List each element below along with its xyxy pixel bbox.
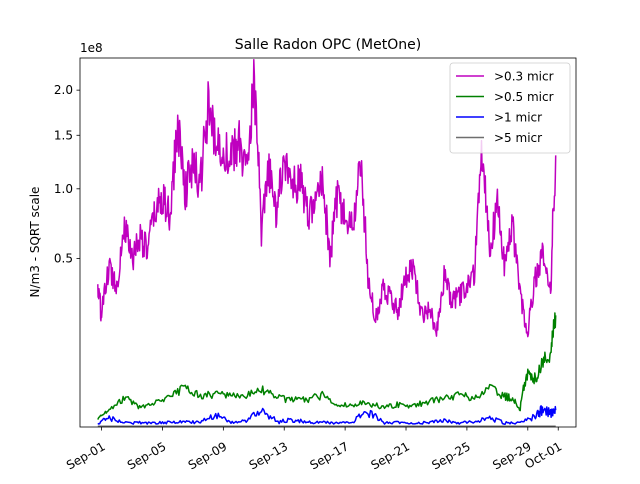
y-tick-label: 0.5 (54, 252, 73, 266)
legend-label: >0.3 micr (494, 70, 554, 84)
y-tick-label: 1.5 (54, 128, 73, 142)
y-offset-text: 1e8 (80, 41, 103, 55)
legend-label: >5 micr (494, 131, 542, 145)
chart-title: Salle Radon OPC (MetOne) (235, 37, 421, 53)
y-axis-label: N/m3 - SQRT scale (28, 187, 42, 298)
y-tick-label: 2.0 (54, 83, 73, 97)
legend: >0.3 micr >0.5 micr >1 micr >5 micr (450, 63, 570, 153)
legend-label: >0.5 micr (494, 90, 554, 104)
legend-label: >1 micr (494, 111, 542, 125)
y-tick-label: 1.0 (54, 182, 73, 196)
